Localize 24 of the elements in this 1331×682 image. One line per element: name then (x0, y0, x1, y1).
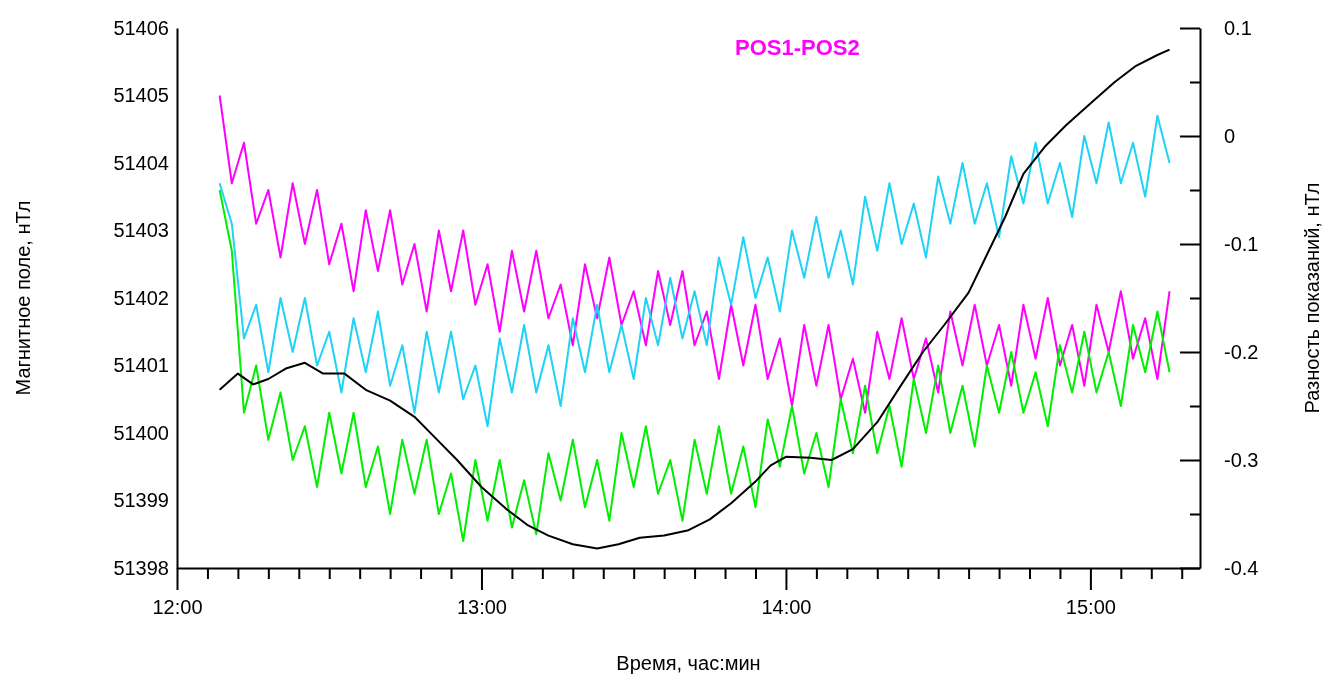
x-axis-title: Время, час:мин (616, 652, 761, 674)
y2-tick-label: 0.1 (1224, 16, 1252, 39)
y2-tick-label: -0.3 (1224, 448, 1259, 471)
y-tick-label: 51406 (113, 16, 169, 39)
y2-tick-label: -0.1 (1224, 232, 1259, 255)
y-axis-title: Магнитное поле, нТл (12, 200, 34, 396)
x-tick-label: 15:00 (1065, 596, 1116, 619)
x-tick-label: 13:00 (456, 596, 507, 619)
text: POS1-POS2 (735, 35, 860, 60)
y-tick-label: 51401 (113, 354, 169, 377)
y-tick-label: 51403 (113, 219, 169, 242)
y-tick-label: 51400 (113, 421, 169, 444)
y2-tick-label: 0 (1224, 124, 1236, 147)
line-series (218, 189, 1171, 542)
y-tick-label: 51402 (113, 286, 169, 309)
y-tick-label: 51405 (113, 84, 169, 107)
y2-axis-title: Разность показаний, нТл (1301, 182, 1323, 414)
y-tick-label: 51404 (113, 151, 169, 174)
x-tick-label: 14:00 (761, 596, 812, 619)
x-tick-label: 12:00 (152, 596, 203, 619)
y2-tick-label: -0.2 (1224, 340, 1259, 363)
y2-tick-label: -0.4 (1224, 556, 1259, 579)
y-tick-label: 51399 (113, 489, 169, 512)
y-tick-label: 51398 (113, 556, 169, 579)
